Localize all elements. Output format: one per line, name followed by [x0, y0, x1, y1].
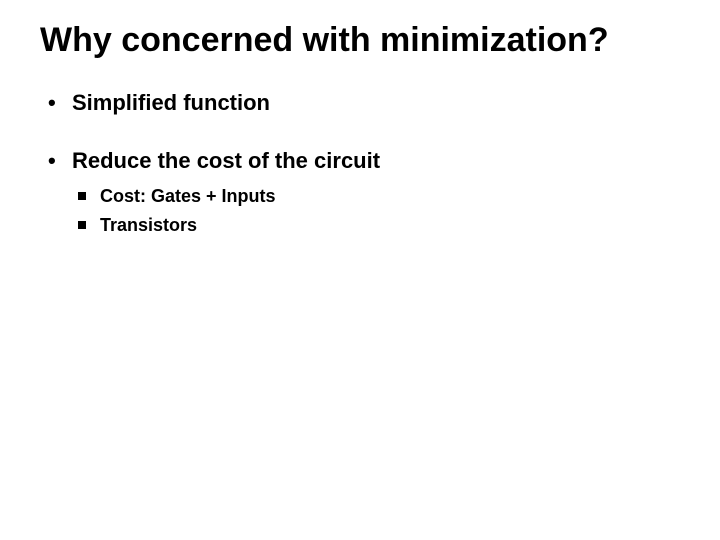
bullet-list-level2: Cost: Gates + Inputs Transistors	[72, 184, 680, 238]
bullet-text: Transistors	[100, 215, 197, 235]
list-item: Simplified function	[40, 89, 680, 118]
bullet-text: Simplified function	[72, 90, 270, 115]
bullet-text: Reduce the cost of the circuit	[72, 148, 380, 173]
list-item: Reduce the cost of the circuit Cost: Gat…	[40, 147, 680, 238]
bullet-text: Cost: Gates + Inputs	[100, 186, 276, 206]
bullet-list-level1: Simplified function Reduce the cost of t…	[40, 89, 680, 239]
slide-title: Why concerned with minimization?	[40, 20, 680, 61]
list-item: Transistors	[72, 213, 680, 238]
list-item: Cost: Gates + Inputs	[72, 184, 680, 209]
slide: Why concerned with minimization? Simplif…	[0, 0, 720, 540]
